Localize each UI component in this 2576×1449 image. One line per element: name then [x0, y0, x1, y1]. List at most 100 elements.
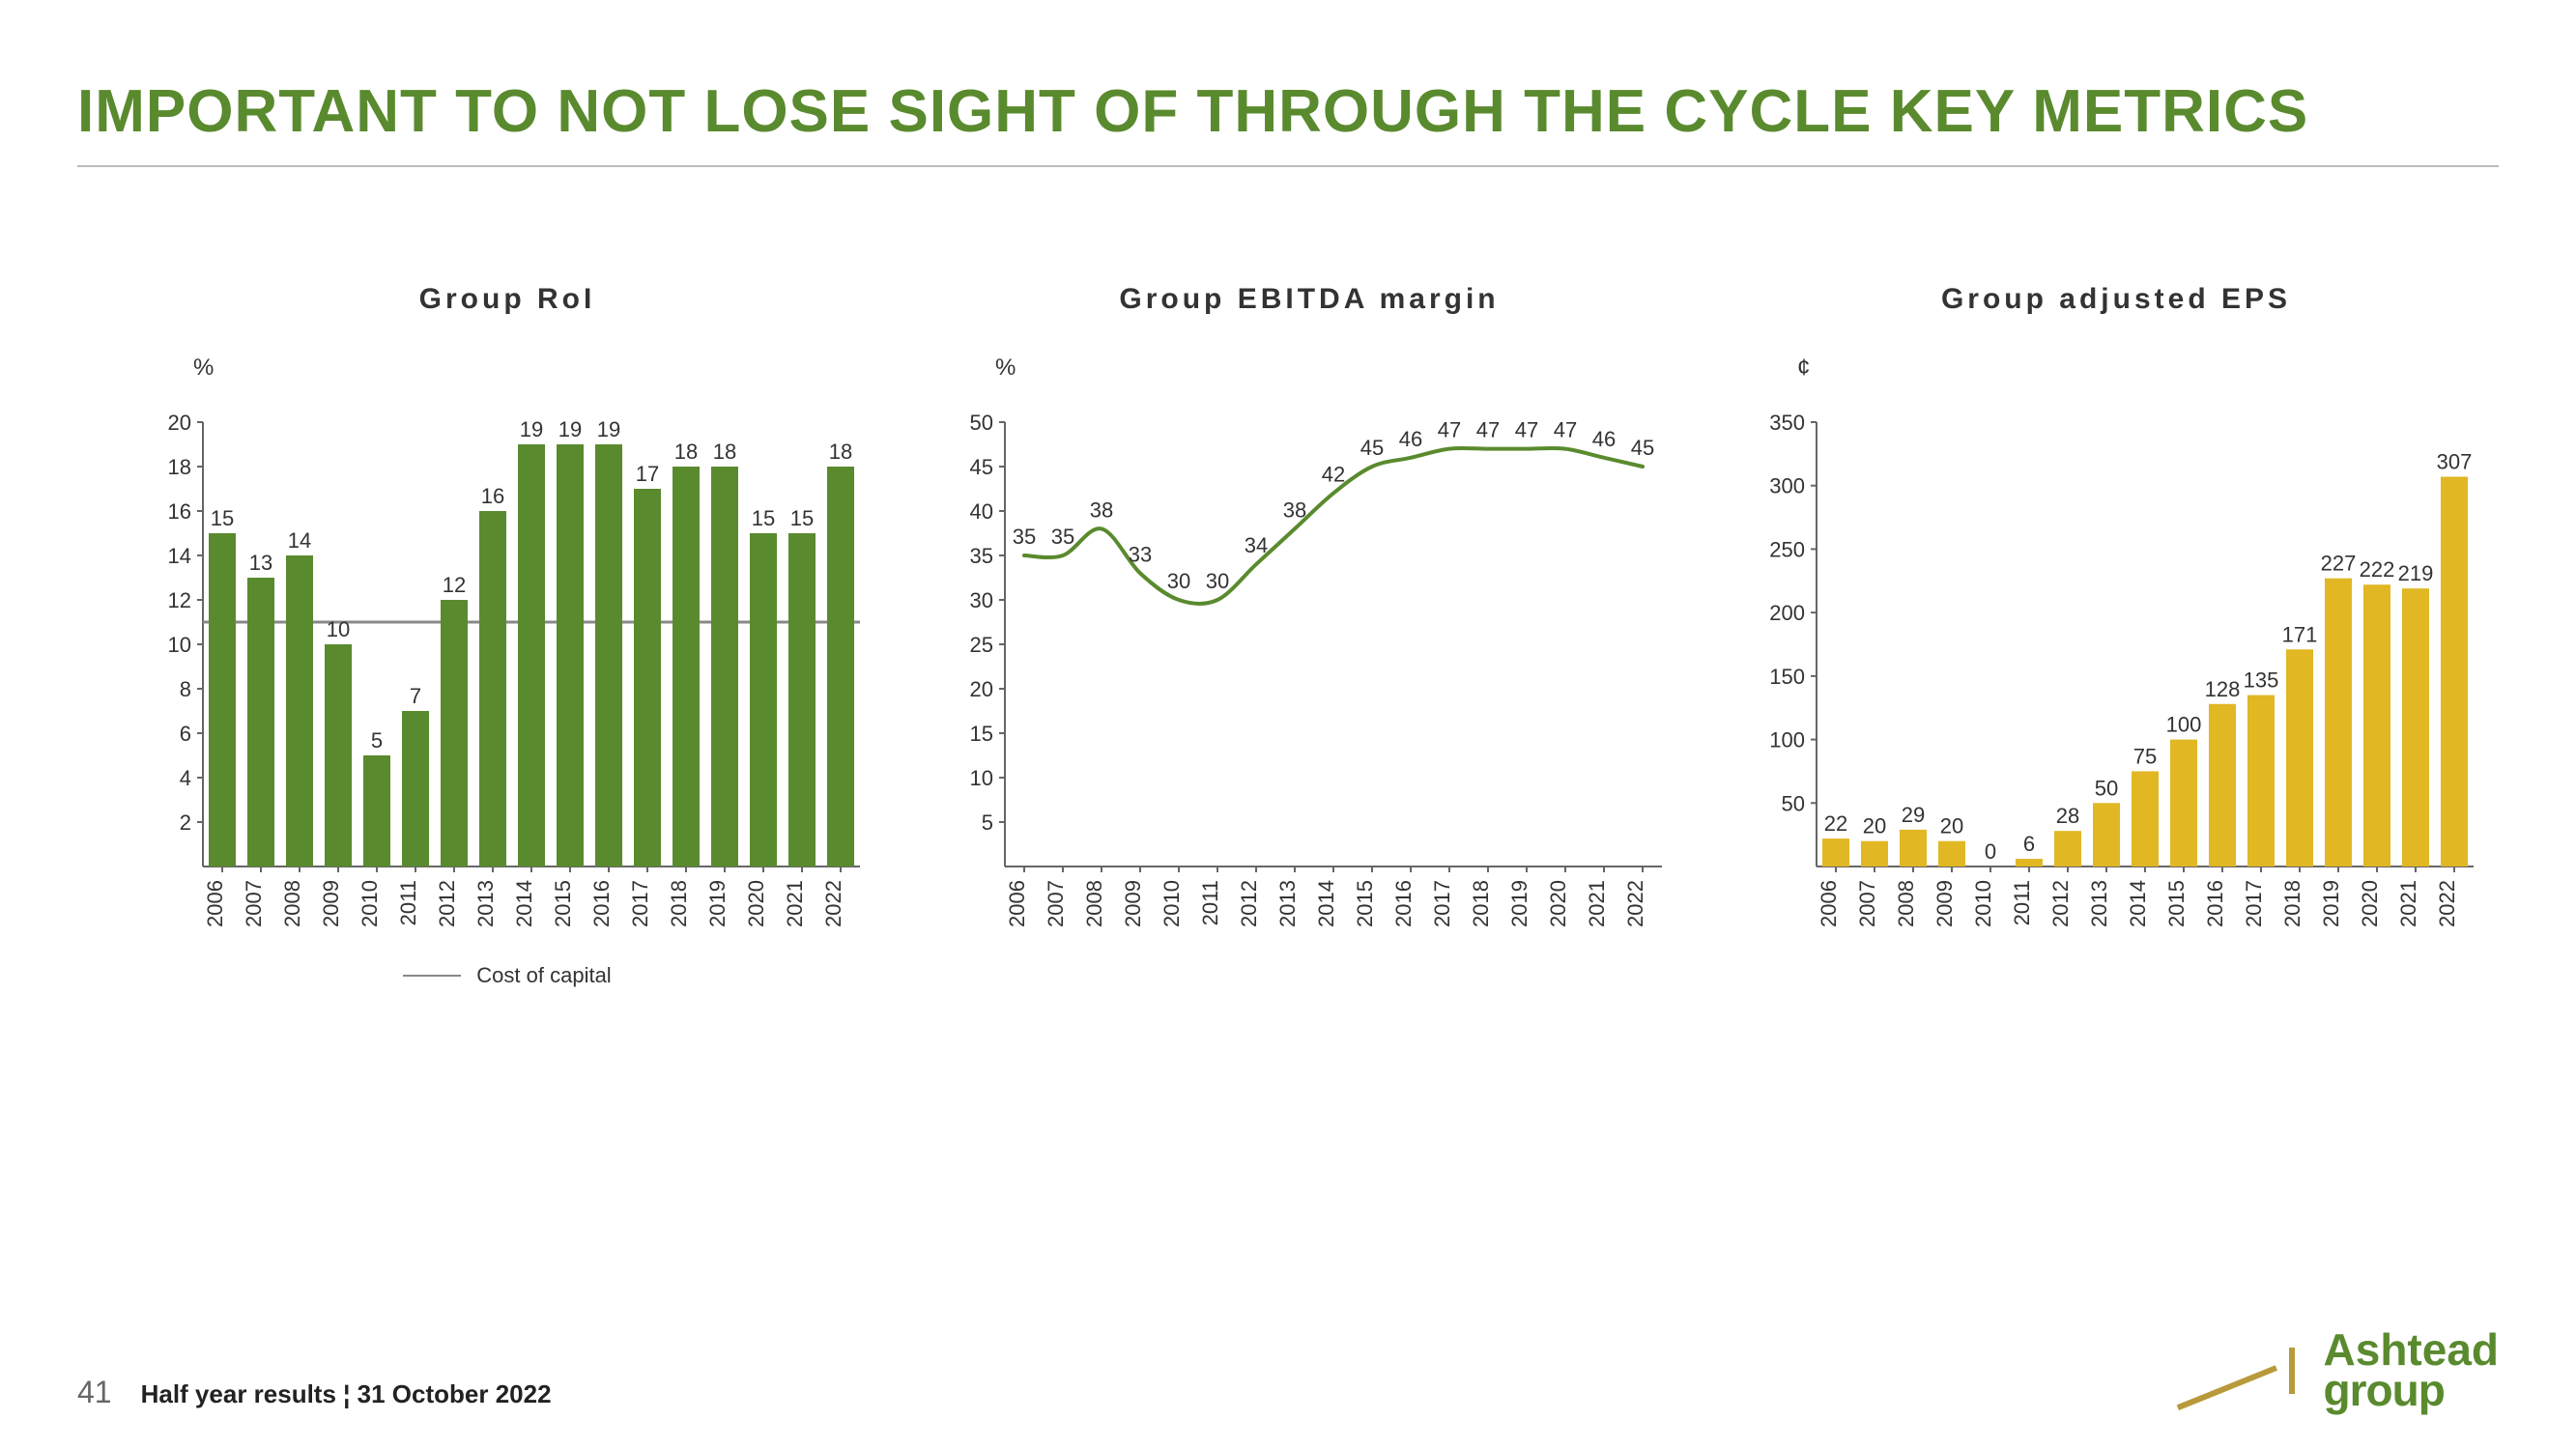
- svg-text:2017: 2017: [2242, 880, 2266, 927]
- svg-text:19: 19: [558, 417, 582, 441]
- svg-text:2015: 2015: [2164, 880, 2189, 927]
- svg-text:33: 33: [1129, 542, 1152, 566]
- svg-text:2007: 2007: [242, 880, 266, 927]
- svg-text:2010: 2010: [1971, 880, 1995, 927]
- ebitda-chart-panel: Group EBITDA margin % 510152025303540455…: [937, 283, 1681, 988]
- svg-text:2: 2: [180, 810, 191, 835]
- svg-text:20: 20: [1863, 814, 1886, 838]
- svg-text:2010: 2010: [358, 880, 382, 927]
- svg-text:19: 19: [520, 417, 543, 441]
- svg-text:16: 16: [168, 499, 191, 524]
- svg-text:19: 19: [597, 417, 620, 441]
- svg-text:46: 46: [1592, 427, 1616, 451]
- svg-text:2022: 2022: [2435, 880, 2459, 927]
- svg-text:2018: 2018: [1469, 880, 1493, 927]
- svg-text:2006: 2006: [203, 880, 227, 927]
- svg-text:2020: 2020: [2358, 880, 2382, 927]
- svg-text:10: 10: [327, 617, 350, 641]
- svg-text:2012: 2012: [435, 880, 459, 927]
- svg-text:2011: 2011: [396, 880, 420, 925]
- svg-text:0: 0: [1985, 839, 1996, 864]
- svg-text:307: 307: [2437, 450, 2473, 474]
- svg-text:2020: 2020: [1546, 880, 1570, 927]
- svg-text:6: 6: [2023, 832, 2035, 856]
- svg-text:2017: 2017: [1430, 880, 1454, 927]
- svg-text:300: 300: [1769, 474, 1805, 498]
- svg-text:2017: 2017: [628, 880, 652, 927]
- page-title: IMPORTANT TO NOT LOSE SIGHT OF THROUGH T…: [77, 77, 2499, 146]
- svg-text:171: 171: [2282, 622, 2318, 646]
- svg-text:34: 34: [1245, 533, 1268, 557]
- svg-text:2018: 2018: [2280, 880, 2304, 927]
- svg-text:2016: 2016: [2203, 880, 2227, 927]
- svg-text:2006: 2006: [1817, 880, 1841, 927]
- ebitda-unit-label: %: [995, 355, 1016, 382]
- page-number: 41: [77, 1375, 112, 1410]
- svg-text:135: 135: [2244, 668, 2279, 693]
- svg-text:2009: 2009: [319, 880, 343, 927]
- svg-text:5: 5: [371, 728, 383, 753]
- svg-text:4: 4: [180, 766, 191, 790]
- svg-text:2010: 2010: [1159, 880, 1184, 927]
- svg-text:12: 12: [168, 588, 191, 612]
- svg-text:13: 13: [249, 551, 272, 575]
- svg-text:2019: 2019: [2319, 880, 2343, 927]
- svg-text:2013: 2013: [2087, 880, 2111, 927]
- svg-text:250: 250: [1769, 537, 1805, 561]
- svg-text:2008: 2008: [280, 880, 304, 927]
- svg-text:47: 47: [1554, 418, 1577, 442]
- svg-text:35: 35: [970, 544, 993, 568]
- svg-text:30: 30: [1167, 569, 1190, 593]
- svg-text:219: 219: [2398, 561, 2434, 585]
- ashtead-logo: Ashtead group: [2179, 1330, 2499, 1410]
- footer-text: Half year results ¦ 31 October 2022: [141, 1379, 552, 1409]
- svg-text:2007: 2007: [1855, 880, 1879, 927]
- svg-text:2019: 2019: [1507, 880, 1531, 927]
- svg-text:30: 30: [970, 588, 993, 612]
- svg-text:42: 42: [1322, 463, 1345, 487]
- svg-text:14: 14: [168, 544, 191, 568]
- svg-text:50: 50: [2095, 776, 2118, 800]
- ebitda-chart-title: Group EBITDA margin: [1119, 283, 1499, 316]
- svg-text:227: 227: [2321, 552, 2357, 576]
- svg-text:35: 35: [1013, 525, 1036, 549]
- svg-text:29: 29: [1902, 803, 1925, 827]
- svg-text:2014: 2014: [512, 880, 536, 927]
- roi-legend: Cost of capital: [403, 963, 611, 988]
- eps-chart: 5010015020025030035022200620200729200820…: [1739, 364, 2493, 944]
- svg-text:47: 47: [1476, 418, 1500, 442]
- svg-text:15: 15: [790, 506, 814, 530]
- footer: 41 Half year results ¦ 31 October 2022 A…: [77, 1330, 2499, 1410]
- svg-text:2009: 2009: [1121, 880, 1145, 927]
- svg-text:6: 6: [180, 722, 191, 746]
- svg-text:2021: 2021: [783, 880, 807, 927]
- title-divider: [77, 165, 2499, 167]
- svg-text:50: 50: [1782, 791, 1805, 815]
- svg-text:2016: 2016: [589, 880, 614, 927]
- svg-text:2021: 2021: [1585, 880, 1609, 927]
- svg-text:2019: 2019: [705, 880, 730, 927]
- cost-of-capital-swatch: [403, 975, 461, 977]
- svg-text:18: 18: [168, 455, 191, 479]
- svg-text:2009: 2009: [1932, 880, 1957, 927]
- svg-text:17: 17: [636, 462, 659, 486]
- roi-chart-title: Group RoI: [419, 283, 596, 316]
- svg-text:47: 47: [1515, 418, 1538, 442]
- cost-of-capital-label: Cost of capital: [476, 963, 611, 988]
- svg-text:16: 16: [481, 484, 504, 508]
- svg-text:2012: 2012: [1237, 880, 1261, 927]
- svg-text:8: 8: [180, 677, 191, 701]
- svg-text:12: 12: [443, 573, 466, 597]
- svg-text:38: 38: [1283, 497, 1306, 522]
- svg-text:2012: 2012: [2048, 880, 2073, 927]
- svg-text:2011: 2011: [2010, 880, 2034, 925]
- svg-text:30: 30: [1206, 569, 1229, 593]
- charts-row: Group RoI % 2468101214161820152006132007…: [77, 283, 2499, 988]
- eps-unit-label: ¢: [1797, 355, 1810, 382]
- svg-text:10: 10: [168, 633, 191, 657]
- svg-text:2007: 2007: [1044, 880, 1068, 927]
- svg-text:2014: 2014: [2126, 880, 2150, 927]
- svg-text:15: 15: [970, 722, 993, 746]
- svg-text:2013: 2013: [473, 880, 498, 927]
- svg-text:38: 38: [1090, 497, 1113, 522]
